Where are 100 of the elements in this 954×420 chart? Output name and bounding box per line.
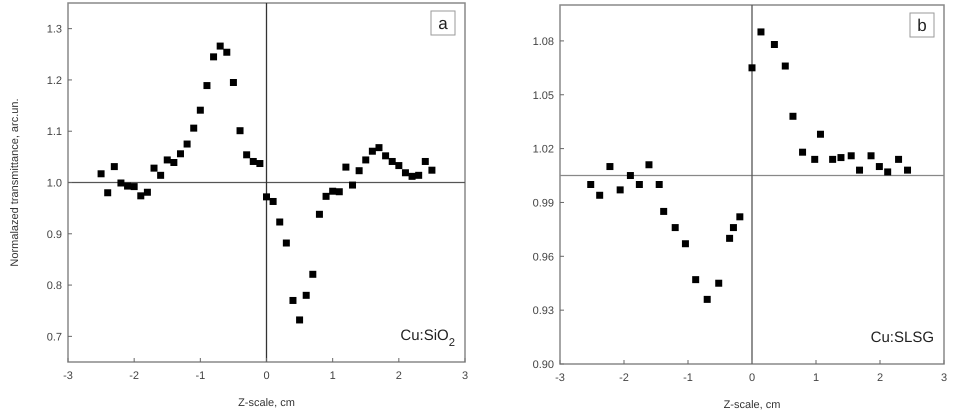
y-tick-label: 0.9 [46, 228, 62, 241]
point [616, 186, 624, 194]
point [263, 193, 270, 200]
point [124, 182, 132, 190]
point [837, 154, 844, 162]
y-tick-label: 1.08 [532, 36, 554, 48]
y-tick-label: 1.05 [532, 90, 554, 102]
point [682, 240, 689, 248]
point [329, 188, 336, 195]
y-axis-title: Normalazed transmittance, arc.un. [9, 98, 21, 267]
x-axis-title: Z-scale, cm [724, 399, 780, 411]
point [782, 62, 789, 70]
x-tick-label: 0 [748, 372, 756, 384]
point [596, 192, 604, 199]
point [196, 106, 204, 114]
x-tick-label: 0 [263, 370, 270, 382]
point [422, 158, 429, 165]
point [626, 172, 634, 180]
x-axis-title: Z-scale, cm [238, 397, 295, 409]
y-tick-label: 0.7 [46, 331, 62, 344]
x-tick-label: 2 [396, 370, 402, 382]
point [203, 82, 210, 90]
point [250, 158, 257, 165]
y-tick-label: 1.2 [46, 74, 62, 87]
x-tick-label: 1 [330, 370, 336, 382]
point [150, 164, 158, 172]
y-tick-label: 0.96 [532, 251, 554, 264]
point [289, 296, 296, 304]
point [256, 160, 264, 168]
annotation: Cu:SLSG [870, 329, 934, 346]
point [276, 218, 284, 226]
point [98, 170, 105, 178]
point [811, 156, 818, 163]
point [336, 188, 343, 196]
point [282, 240, 290, 247]
point [856, 166, 864, 174]
point [382, 152, 390, 160]
annotation: a [438, 14, 448, 33]
point [789, 112, 796, 120]
x-tick-label: -2 [129, 370, 140, 382]
point [368, 148, 376, 155]
point [170, 159, 178, 166]
point [342, 164, 350, 171]
point [408, 172, 416, 180]
point [270, 198, 277, 205]
point [868, 152, 875, 160]
point [210, 53, 218, 60]
point [110, 163, 118, 170]
point [184, 140, 191, 148]
annotation: Cu:SiO$_{2}$ [400, 327, 455, 349]
point [770, 40, 778, 48]
point [144, 188, 151, 196]
point [236, 127, 244, 134]
point [223, 48, 230, 56]
point [362, 156, 370, 164]
y-tick-label: 0.99 [532, 197, 554, 210]
point [349, 182, 356, 189]
x-tick-label: -2 [619, 372, 629, 384]
point [587, 181, 594, 188]
point [730, 224, 737, 232]
point [356, 167, 363, 174]
y-tick-label: 1.3 [46, 24, 62, 36]
point [799, 148, 806, 156]
point [243, 151, 250, 158]
point [692, 276, 700, 284]
point [606, 163, 614, 170]
y-tick-label: 0.93 [532, 305, 554, 318]
point [736, 213, 744, 220]
point [388, 158, 396, 165]
point [157, 172, 164, 179]
point [104, 189, 112, 196]
point [395, 162, 402, 170]
point [636, 181, 643, 188]
point [660, 208, 668, 215]
x-tick-label: 1 [812, 372, 820, 384]
annotation: b [917, 16, 927, 35]
point [715, 280, 722, 287]
x-tick-label: -3 [555, 372, 565, 384]
x-tick-label: 2 [876, 372, 884, 384]
point [672, 224, 679, 232]
point [884, 168, 892, 176]
point [428, 166, 436, 174]
y-tick-label: 1.1 [46, 126, 62, 138]
point [130, 183, 138, 190]
point [216, 42, 224, 50]
y-tick-label: 0.90 [532, 359, 554, 371]
point [895, 156, 902, 163]
y-tick-label: 1.0 [46, 178, 62, 190]
y-tick-label: 1.02 [532, 144, 554, 156]
x-tick-label: 3 [940, 372, 948, 384]
point [164, 156, 171, 164]
point [829, 156, 836, 163]
point [296, 316, 304, 324]
point [117, 180, 124, 187]
point [876, 163, 883, 170]
x-tick-label: -1 [195, 370, 206, 382]
point [704, 296, 711, 303]
x-tick-label: 3 [462, 370, 468, 382]
point [726, 234, 734, 242]
point [230, 78, 237, 86]
